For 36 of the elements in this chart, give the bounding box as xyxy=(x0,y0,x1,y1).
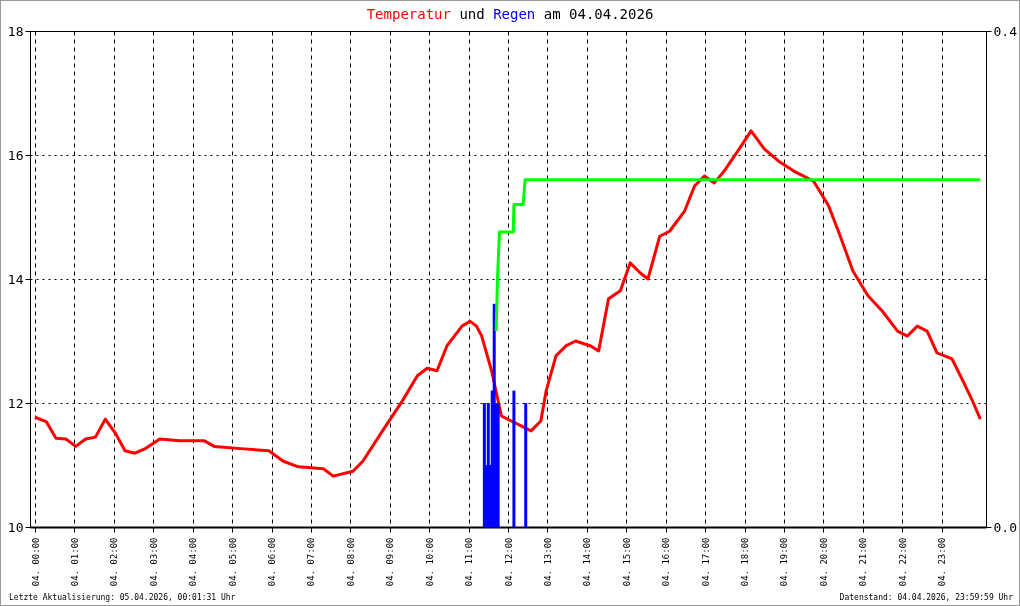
x-tick-label: 04. 01:00 xyxy=(69,537,80,587)
x-tick-label: 04. 19:00 xyxy=(779,537,790,587)
x-tick-label: 04. 20:00 xyxy=(818,537,829,587)
line-series xyxy=(494,178,982,333)
y-tick-label: 10 xyxy=(7,519,24,535)
y2-tick-label: 0.0 xyxy=(993,519,1017,535)
text: Letzte Aktualisierung: 05.04.2026, 00:01:31 Uhr xyxy=(9,593,236,603)
x-tick-label: 04. 21:00 xyxy=(858,537,869,587)
x-tick-label: 04. 16:00 xyxy=(661,537,672,587)
y-tick-label: 16 xyxy=(7,147,24,163)
x-tick-label: 04. 12:00 xyxy=(503,537,514,587)
x-tick-label: 04. 05:00 xyxy=(227,537,238,587)
x-tick-label: 04. 17:00 xyxy=(700,537,711,587)
x-tick-label: 04. 07:00 xyxy=(306,537,317,587)
y-tick-label: 18 xyxy=(7,23,24,39)
y2-tick-label: 0.4 xyxy=(993,23,1018,39)
x-tick-label: 04. 04:00 xyxy=(188,537,199,587)
y-tick-label: 12 xyxy=(7,395,24,411)
text: Datenstand: 04.04.2026, 23:59:59 Uhr xyxy=(839,593,1013,603)
x-tick-label: 04. 15:00 xyxy=(621,537,632,587)
x-tick-label: 04. 13:00 xyxy=(542,537,553,587)
y-tick-label: 14 xyxy=(7,271,24,287)
x-tick-label: 04. 22:00 xyxy=(897,537,908,587)
x-tick-label: 04. 10:00 xyxy=(424,537,435,587)
x-tick-label: 04. 23:00 xyxy=(937,537,948,587)
x-tick-label: 04. 11:00 xyxy=(464,537,475,587)
line-series xyxy=(33,129,982,478)
chart-title: Temperatur und Regen am 04.04.2026 xyxy=(366,6,654,22)
x-tick-label: 04. 09:00 xyxy=(385,537,396,587)
x-tick-label: 04. 03:00 xyxy=(148,537,159,587)
x-tick-label: 04. 14:00 xyxy=(582,537,593,587)
x-tick-label: 04. 08:00 xyxy=(345,537,356,587)
x-tick-label: 04. 06:00 xyxy=(267,537,277,587)
x-tick-label: 04. 00:00 xyxy=(30,537,41,587)
x-tick-label: 04. 18:00 xyxy=(740,537,750,587)
x-tick-label: 04. 02:00 xyxy=(109,537,120,587)
